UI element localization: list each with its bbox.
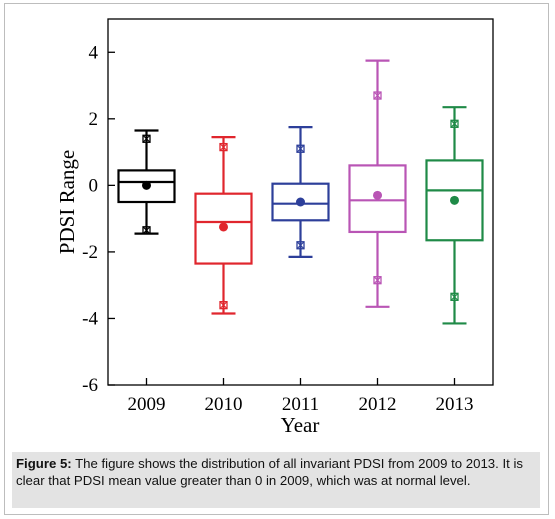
p1-marker-square — [373, 276, 382, 285]
p99-marker — [219, 142, 228, 152]
y-axis-label: PDSI Range — [55, 150, 79, 254]
caption-lead: Figure 5: — [16, 456, 72, 471]
p99-marker — [373, 91, 382, 100]
y-tick-label: 2 — [89, 109, 99, 130]
x-tick-label: 2010 — [205, 394, 243, 415]
box-2010 — [194, 136, 253, 315]
iqr-box — [117, 169, 176, 204]
p99-marker-square — [219, 142, 228, 152]
x-axis: 2009 2010 2011 2012 2013 — [128, 378, 474, 415]
figure-frame — [4, 3, 549, 515]
caption-text: The figure shows the distribution of all… — [16, 456, 523, 488]
p99-marker-cross — [450, 119, 459, 128]
p99-marker-square — [373, 91, 382, 100]
x-axis-label: Year — [281, 413, 320, 437]
mean-dot — [373, 190, 382, 200]
mean-dot — [450, 195, 459, 205]
p99-marker — [296, 144, 305, 153]
p99-marker-square — [450, 119, 459, 128]
box-2011 — [271, 126, 330, 258]
mean-dot — [142, 180, 151, 190]
p1-marker-square — [142, 226, 151, 235]
p99-marker — [450, 119, 459, 128]
p1-marker-square — [296, 241, 305, 250]
p1-marker — [373, 276, 382, 285]
p1-marker-cross — [219, 301, 228, 310]
box-plot-chart: 4 2 0 -2 -4 -6 2009 2010 2011 2012 2013 Year PDSI… — [55, 18, 494, 437]
p1-marker-cross — [450, 292, 459, 301]
p1-marker — [219, 300, 228, 310]
y-tick-label: 0 — [89, 175, 99, 196]
mean-dot — [219, 222, 228, 232]
p1-marker-square — [450, 292, 459, 301]
x-tick-label: 2009 — [128, 394, 166, 415]
p99-marker-cross — [296, 144, 305, 153]
p1-marker-square — [219, 300, 228, 310]
p1-marker — [142, 226, 151, 235]
p99-marker-cross — [142, 134, 151, 143]
box-2009 — [117, 129, 176, 235]
p1-marker-cross — [296, 241, 305, 250]
p1-marker — [296, 241, 305, 250]
p99-marker-cross — [219, 143, 228, 151]
p99-marker-square — [296, 144, 305, 153]
y-tick-label: -2 — [82, 242, 98, 263]
y-tick-label: -6 — [82, 375, 98, 396]
boxes — [117, 59, 484, 325]
y-tick-label: 4 — [89, 42, 99, 63]
box-2012 — [348, 59, 407, 308]
p99-marker-cross — [373, 91, 382, 100]
x-tick-label: 2011 — [282, 394, 319, 415]
p99-marker-square — [142, 134, 151, 143]
x-tick-label: 2012 — [359, 394, 397, 415]
p1-marker-cross — [373, 276, 382, 285]
p1-marker — [450, 292, 459, 301]
x-tick-label: 2013 — [436, 394, 474, 415]
figure-caption: Figure 5: The figure shows the distribut… — [12, 452, 540, 508]
y-tick-label: -4 — [82, 308, 98, 329]
mean-dot — [296, 197, 305, 207]
box-2013 — [425, 106, 484, 325]
y-axis: 4 2 0 -2 -4 -6 — [82, 42, 115, 396]
p1-marker-cross — [142, 226, 151, 235]
p99-marker — [142, 134, 151, 143]
